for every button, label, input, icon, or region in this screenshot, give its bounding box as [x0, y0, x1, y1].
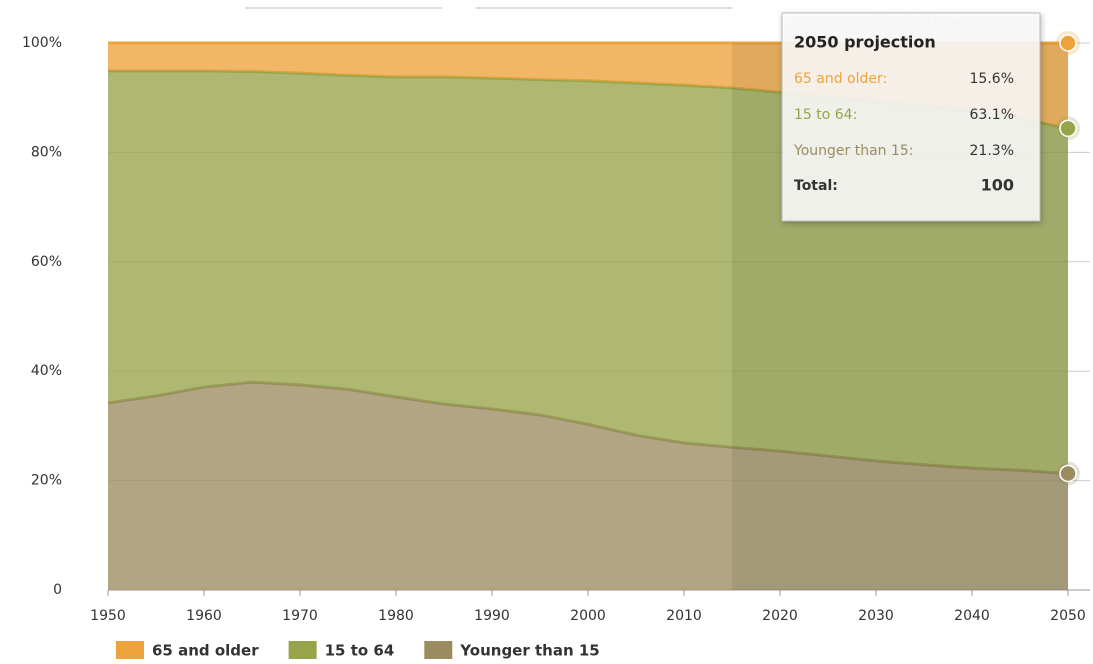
tooltip-title: 2050 projection	[794, 33, 936, 52]
end-dot	[1059, 464, 1077, 483]
tooltip-value: 63.1%	[970, 107, 1014, 123]
x-tick-label: 2030	[858, 608, 894, 624]
y-tick-label: 80%	[31, 144, 62, 160]
tooltip-value: 21.3%	[970, 143, 1014, 159]
end-dot	[1059, 119, 1077, 138]
tooltip-box	[781, 12, 1041, 222]
x-tick-label: 2050	[1050, 608, 1086, 624]
legend-label: 15 to 64	[325, 642, 395, 660]
tooltip-label: 15 to 64:	[794, 107, 857, 123]
y-tick-label: 20%	[31, 473, 62, 489]
tooltip-label: Younger than 15:	[793, 143, 914, 159]
y-tick-label: 100%	[22, 35, 62, 51]
tooltip: 2050 projection 65 and older: 15.6% 15 to 6…	[781, 12, 1041, 222]
tooltip-value: 15.6%	[970, 71, 1014, 87]
legend-label: 65 and older	[152, 642, 259, 660]
x-tick-label: 2020	[762, 608, 798, 624]
legend-swatch	[424, 641, 453, 659]
x-tick-label: 2010	[666, 608, 702, 624]
tooltip-label: 65 and older:	[794, 71, 887, 87]
tooltip-total-label: Total:	[794, 178, 838, 194]
x-tick-label: 1970	[282, 608, 318, 624]
x-tick-label: 2040	[954, 608, 990, 624]
legend-swatch	[288, 641, 317, 659]
x-tick-label: 1950	[90, 608, 126, 624]
x-tick-label: 1990	[474, 608, 510, 624]
x-tick-label: 1980	[378, 608, 414, 624]
end-dot	[1059, 34, 1077, 52]
y-tick-label: 40%	[31, 363, 62, 379]
legend-label: Younger than 15	[459, 642, 599, 660]
y-tick-label: 0	[53, 582, 62, 598]
y-tick-label: 60%	[31, 254, 62, 270]
x-tick-label: 1960	[186, 608, 222, 624]
area	[108, 382, 1068, 590]
tooltip-total: 100	[981, 176, 1014, 195]
x-tick-label: 2000	[570, 608, 606, 624]
legend-swatch	[116, 641, 144, 659]
